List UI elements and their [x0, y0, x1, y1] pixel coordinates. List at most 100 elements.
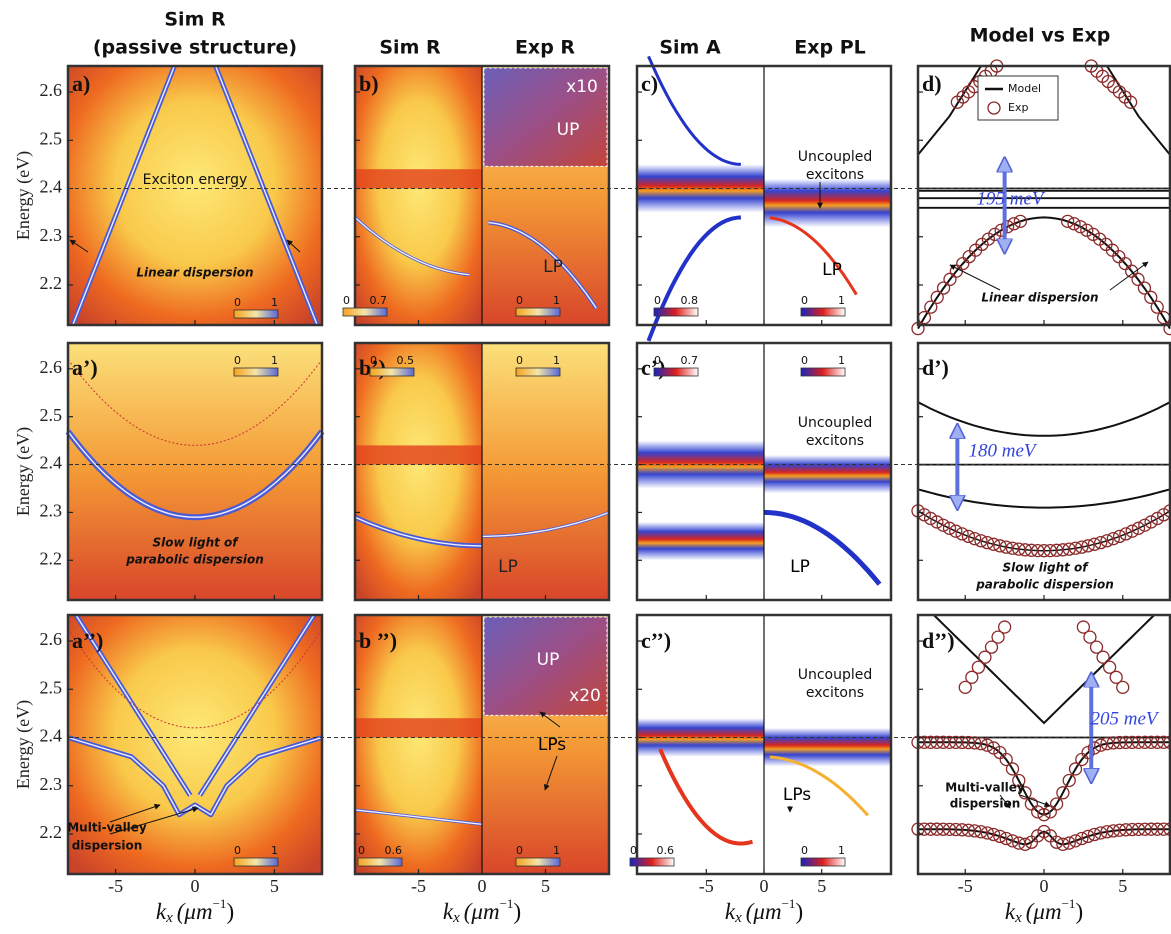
band: [637, 521, 764, 561]
colorbar: [800, 367, 846, 377]
panel-label: b): [359, 71, 379, 96]
colorbar-max: 1: [271, 844, 278, 857]
exp-point: [1062, 773, 1076, 788]
curve: [214, 65, 318, 326]
exp-point: [968, 736, 982, 750]
colorbar-min: 0: [630, 844, 637, 857]
curve: [646, 215, 742, 342]
band: [764, 178, 891, 228]
pointer-arrow: [109, 806, 199, 835]
exp-point: [1062, 542, 1076, 556]
colorbar-min: 0: [234, 844, 241, 857]
exp-point: [1109, 670, 1123, 684]
exp-point: [1056, 786, 1070, 800]
exp-point: [1056, 543, 1070, 557]
exp-point: [961, 529, 976, 544]
curve: [918, 828, 1170, 846]
y-tick-label: 2.3: [40, 501, 63, 521]
exp-point: [1037, 808, 1051, 822]
exp-point: [965, 670, 979, 684]
colorbar-max: 1: [553, 354, 560, 367]
colorbar: [369, 367, 415, 377]
annotation: Exciton energy: [143, 172, 248, 188]
annotation: 205 meV: [1090, 708, 1159, 729]
exp-point: [1073, 220, 1088, 234]
y-tick-label: 2.5: [40, 677, 63, 697]
exp-point: [942, 521, 957, 535]
x-axis-label-part: (μm: [1026, 899, 1062, 924]
exp-point: [1100, 825, 1114, 839]
exp-point: [1049, 797, 1064, 811]
pointer-arrow: [949, 264, 1001, 291]
curve: [354, 809, 483, 825]
panel-label: c): [641, 71, 658, 96]
exp-point: [1131, 521, 1146, 535]
x-axis-label-part: k: [443, 899, 454, 924]
exp-point: [978, 650, 992, 664]
exp-point: [1056, 837, 1070, 851]
exp-point: [1083, 630, 1097, 644]
x-axis-label-part: x: [734, 910, 742, 926]
exp-point: [999, 831, 1013, 846]
exp-point: [949, 524, 963, 538]
exp-point: [1138, 518, 1152, 532]
exp-point: [961, 735, 976, 750]
annotation: UP: [537, 650, 560, 670]
x-axis-label-part: (μm: [464, 899, 500, 924]
band: [355, 718, 482, 738]
exp-point: [1012, 773, 1026, 788]
annotation: parabolic dispersion: [975, 578, 1114, 592]
exp-point: [1005, 762, 1020, 776]
exp-point: [993, 539, 1007, 553]
curve: [658, 748, 753, 846]
annotation: LPs: [783, 785, 811, 805]
up-region: [483, 67, 608, 167]
exp-point: [1106, 824, 1120, 838]
annotation: dispersion: [72, 839, 143, 853]
heatmap: [68, 66, 322, 325]
exp-point: [968, 532, 982, 546]
x-axis-label-part: k: [156, 899, 167, 924]
up-region: [483, 616, 608, 716]
curve: [67, 359, 323, 446]
curve: [647, 55, 741, 166]
curve: [354, 516, 483, 547]
exp-point: [955, 527, 969, 541]
annotation: Linear dispersion: [981, 291, 1098, 305]
exp-point: [1144, 515, 1158, 529]
exp-point: [958, 680, 972, 694]
band: [355, 445, 482, 465]
y-tick-label: 2.2: [40, 273, 63, 293]
colorbar-max: 0.8: [681, 294, 699, 307]
heatmap: [68, 343, 322, 600]
column-header: Exp R: [515, 37, 575, 59]
column-header: Sim A: [659, 37, 721, 59]
y-tick-label: 2.2: [40, 548, 63, 568]
exp-point: [923, 511, 938, 526]
panel-label: d’): [922, 355, 949, 380]
exp-point: [930, 290, 944, 304]
x-axis-label-part: −1: [782, 896, 796, 911]
panel-label: a’): [72, 355, 98, 380]
annotation: 195 meV: [976, 188, 1045, 209]
exp-point: [986, 827, 1001, 842]
colorbar: [800, 857, 846, 867]
curve: [763, 509, 882, 586]
x-axis-label: kx (μm−1): [156, 896, 234, 926]
colorbar-min: 0: [801, 354, 808, 367]
colorbar-min: 0: [801, 844, 808, 857]
exp-point: [936, 518, 950, 532]
legend-label: Exp: [1008, 101, 1028, 114]
exp-point: [1012, 542, 1026, 556]
exp-point: [1005, 834, 1020, 848]
colorbar-max: 0.6: [385, 844, 403, 857]
colorbar-min: 0: [516, 354, 523, 367]
curve: [67, 430, 323, 518]
exp-point: [986, 537, 1001, 551]
colorbar: [515, 367, 561, 377]
colorbar-min: 0: [801, 294, 808, 307]
y-tick-label: 2.4: [40, 177, 63, 197]
colorbar-max: 1: [271, 354, 278, 367]
annotation: Slow light of: [1002, 561, 1089, 575]
exp-point: [943, 272, 957, 286]
